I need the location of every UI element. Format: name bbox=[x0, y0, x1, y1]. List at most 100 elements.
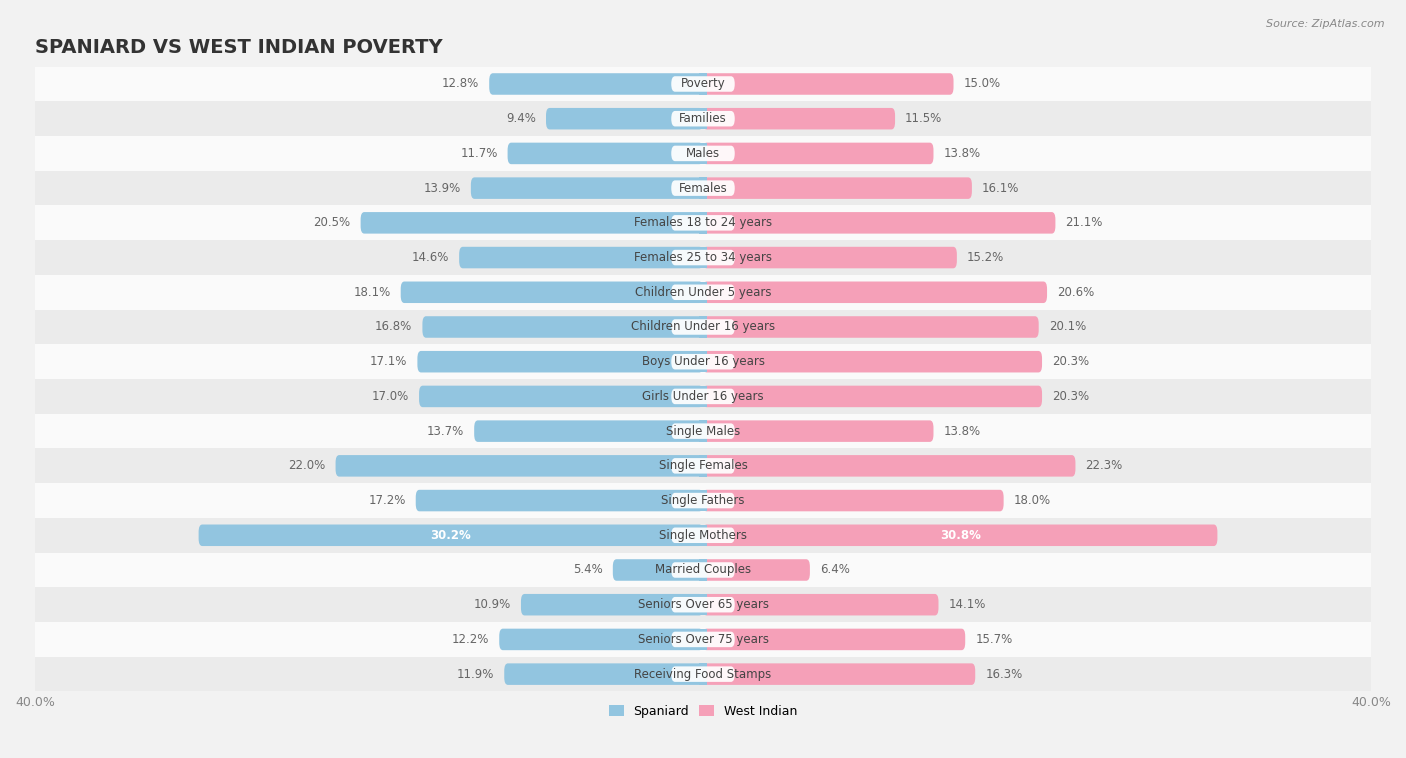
Text: 9.4%: 9.4% bbox=[506, 112, 536, 125]
FancyBboxPatch shape bbox=[422, 316, 703, 338]
Legend: Spaniard, West Indian: Spaniard, West Indian bbox=[603, 700, 803, 722]
Text: 15.7%: 15.7% bbox=[976, 633, 1012, 646]
Text: Single Mothers: Single Mothers bbox=[659, 529, 747, 542]
Text: 11.7%: 11.7% bbox=[460, 147, 498, 160]
FancyBboxPatch shape bbox=[671, 250, 735, 265]
FancyBboxPatch shape bbox=[546, 108, 703, 130]
FancyBboxPatch shape bbox=[703, 663, 976, 685]
FancyBboxPatch shape bbox=[401, 281, 703, 303]
FancyBboxPatch shape bbox=[703, 421, 934, 442]
Bar bbox=[699, 628, 707, 650]
FancyBboxPatch shape bbox=[671, 597, 735, 612]
Bar bbox=[699, 143, 707, 164]
Bar bbox=[699, 663, 707, 685]
Bar bbox=[699, 74, 707, 95]
FancyBboxPatch shape bbox=[508, 143, 703, 164]
FancyBboxPatch shape bbox=[460, 247, 703, 268]
FancyBboxPatch shape bbox=[671, 319, 735, 335]
Bar bbox=[699, 316, 707, 338]
FancyBboxPatch shape bbox=[671, 111, 735, 127]
Text: 17.2%: 17.2% bbox=[368, 494, 406, 507]
Bar bbox=[35, 171, 1371, 205]
Text: Females: Females bbox=[679, 182, 727, 195]
Text: 5.4%: 5.4% bbox=[574, 563, 603, 577]
Bar bbox=[699, 455, 707, 477]
Text: Married Couples: Married Couples bbox=[655, 563, 751, 577]
FancyBboxPatch shape bbox=[703, 490, 1004, 512]
FancyBboxPatch shape bbox=[505, 663, 703, 685]
FancyBboxPatch shape bbox=[671, 389, 735, 404]
Text: 16.8%: 16.8% bbox=[375, 321, 412, 334]
Text: Single Females: Single Females bbox=[658, 459, 748, 472]
FancyBboxPatch shape bbox=[671, 666, 735, 682]
Text: Poverty: Poverty bbox=[681, 77, 725, 90]
FancyBboxPatch shape bbox=[671, 493, 735, 509]
FancyBboxPatch shape bbox=[703, 559, 810, 581]
Text: 14.1%: 14.1% bbox=[949, 598, 986, 611]
Bar bbox=[35, 622, 1371, 656]
Text: Females 25 to 34 years: Females 25 to 34 years bbox=[634, 251, 772, 264]
FancyBboxPatch shape bbox=[336, 455, 703, 477]
Bar bbox=[35, 67, 1371, 102]
Text: Boys Under 16 years: Boys Under 16 years bbox=[641, 356, 765, 368]
Bar bbox=[35, 205, 1371, 240]
Bar bbox=[699, 386, 707, 407]
Text: 21.1%: 21.1% bbox=[1066, 216, 1102, 230]
Bar bbox=[35, 518, 1371, 553]
Bar bbox=[699, 247, 707, 268]
Text: 6.4%: 6.4% bbox=[820, 563, 849, 577]
Text: 30.8%: 30.8% bbox=[939, 529, 980, 542]
FancyBboxPatch shape bbox=[489, 74, 703, 95]
FancyBboxPatch shape bbox=[703, 594, 938, 615]
Text: 30.2%: 30.2% bbox=[430, 529, 471, 542]
Text: Single Males: Single Males bbox=[666, 424, 740, 437]
FancyBboxPatch shape bbox=[671, 631, 735, 647]
Bar bbox=[699, 559, 707, 581]
FancyBboxPatch shape bbox=[703, 281, 1047, 303]
Text: Single Fathers: Single Fathers bbox=[661, 494, 745, 507]
Text: 16.1%: 16.1% bbox=[981, 182, 1019, 195]
FancyBboxPatch shape bbox=[522, 594, 703, 615]
Text: Females 18 to 24 years: Females 18 to 24 years bbox=[634, 216, 772, 230]
Text: 11.5%: 11.5% bbox=[905, 112, 942, 125]
FancyBboxPatch shape bbox=[703, 74, 953, 95]
Text: 22.0%: 22.0% bbox=[288, 459, 326, 472]
Text: 22.3%: 22.3% bbox=[1085, 459, 1123, 472]
Text: Receiving Food Stamps: Receiving Food Stamps bbox=[634, 668, 772, 681]
FancyBboxPatch shape bbox=[198, 525, 703, 546]
FancyBboxPatch shape bbox=[703, 525, 1218, 546]
Bar bbox=[699, 177, 707, 199]
Bar bbox=[35, 309, 1371, 344]
FancyBboxPatch shape bbox=[671, 424, 735, 439]
FancyBboxPatch shape bbox=[703, 351, 1042, 372]
Bar bbox=[35, 379, 1371, 414]
FancyBboxPatch shape bbox=[703, 212, 1056, 233]
Text: 16.3%: 16.3% bbox=[986, 668, 1022, 681]
Bar bbox=[35, 656, 1371, 691]
FancyBboxPatch shape bbox=[703, 108, 896, 130]
Text: 20.3%: 20.3% bbox=[1052, 390, 1090, 403]
Bar bbox=[35, 240, 1371, 275]
Bar bbox=[35, 136, 1371, 171]
Text: Children Under 5 years: Children Under 5 years bbox=[634, 286, 772, 299]
FancyBboxPatch shape bbox=[703, 386, 1042, 407]
FancyBboxPatch shape bbox=[360, 212, 703, 233]
Text: Children Under 16 years: Children Under 16 years bbox=[631, 321, 775, 334]
Text: Seniors Over 75 years: Seniors Over 75 years bbox=[637, 633, 769, 646]
Text: 18.1%: 18.1% bbox=[353, 286, 391, 299]
FancyBboxPatch shape bbox=[671, 180, 735, 196]
FancyBboxPatch shape bbox=[703, 247, 957, 268]
Text: 20.6%: 20.6% bbox=[1057, 286, 1094, 299]
FancyBboxPatch shape bbox=[703, 143, 934, 164]
FancyBboxPatch shape bbox=[416, 490, 703, 512]
FancyBboxPatch shape bbox=[671, 354, 735, 369]
Bar bbox=[699, 108, 707, 130]
FancyBboxPatch shape bbox=[471, 177, 703, 199]
Bar bbox=[35, 449, 1371, 483]
FancyBboxPatch shape bbox=[419, 386, 703, 407]
FancyBboxPatch shape bbox=[703, 177, 972, 199]
Text: SPANIARD VS WEST INDIAN POVERTY: SPANIARD VS WEST INDIAN POVERTY bbox=[35, 38, 443, 57]
FancyBboxPatch shape bbox=[671, 284, 735, 300]
FancyBboxPatch shape bbox=[671, 528, 735, 543]
Bar bbox=[35, 483, 1371, 518]
